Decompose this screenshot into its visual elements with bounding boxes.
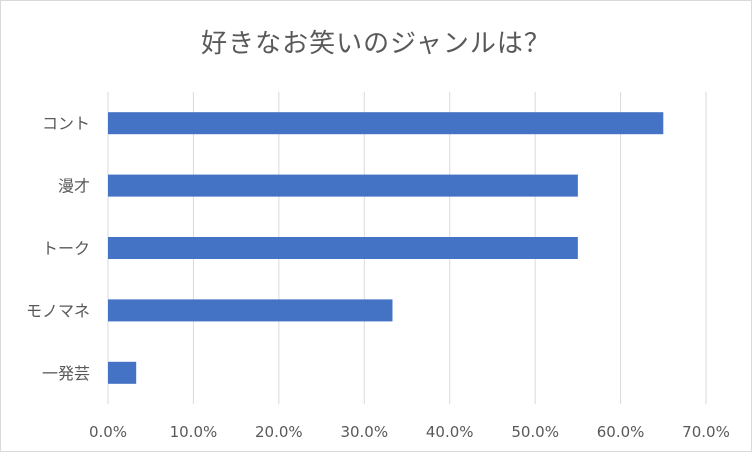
- bar: [108, 112, 664, 135]
- x-tick-label: 30.0%: [340, 423, 388, 441]
- x-tick-label: 50.0%: [511, 423, 559, 441]
- bar: [108, 299, 393, 322]
- x-tick-label: 20.0%: [255, 423, 303, 441]
- x-tick-label: 40.0%: [426, 423, 474, 441]
- category-label: コント: [42, 114, 90, 133]
- category-label: 一発芸: [42, 364, 90, 383]
- x-tick-label: 70.0%: [682, 423, 730, 441]
- category-label: モノマネ: [26, 301, 90, 320]
- category-label: 漫才: [58, 177, 90, 196]
- bars: [108, 112, 664, 384]
- bar: [108, 237, 578, 259]
- x-tick-label: 10.0%: [170, 423, 218, 441]
- bar: [108, 174, 578, 197]
- category-label: トーク: [42, 239, 90, 258]
- chart-title: 好きなお笑いのジャンルは？: [201, 29, 551, 59]
- x-tick-label: 60.0%: [597, 423, 645, 441]
- x-tick-label: 0.0%: [89, 423, 127, 441]
- bar: [108, 361, 137, 384]
- x-tick-labels: 0.0% 10.0% 20.0% 30.0% 40.0% 50.0% 60.0% 70.0%: [89, 423, 730, 441]
